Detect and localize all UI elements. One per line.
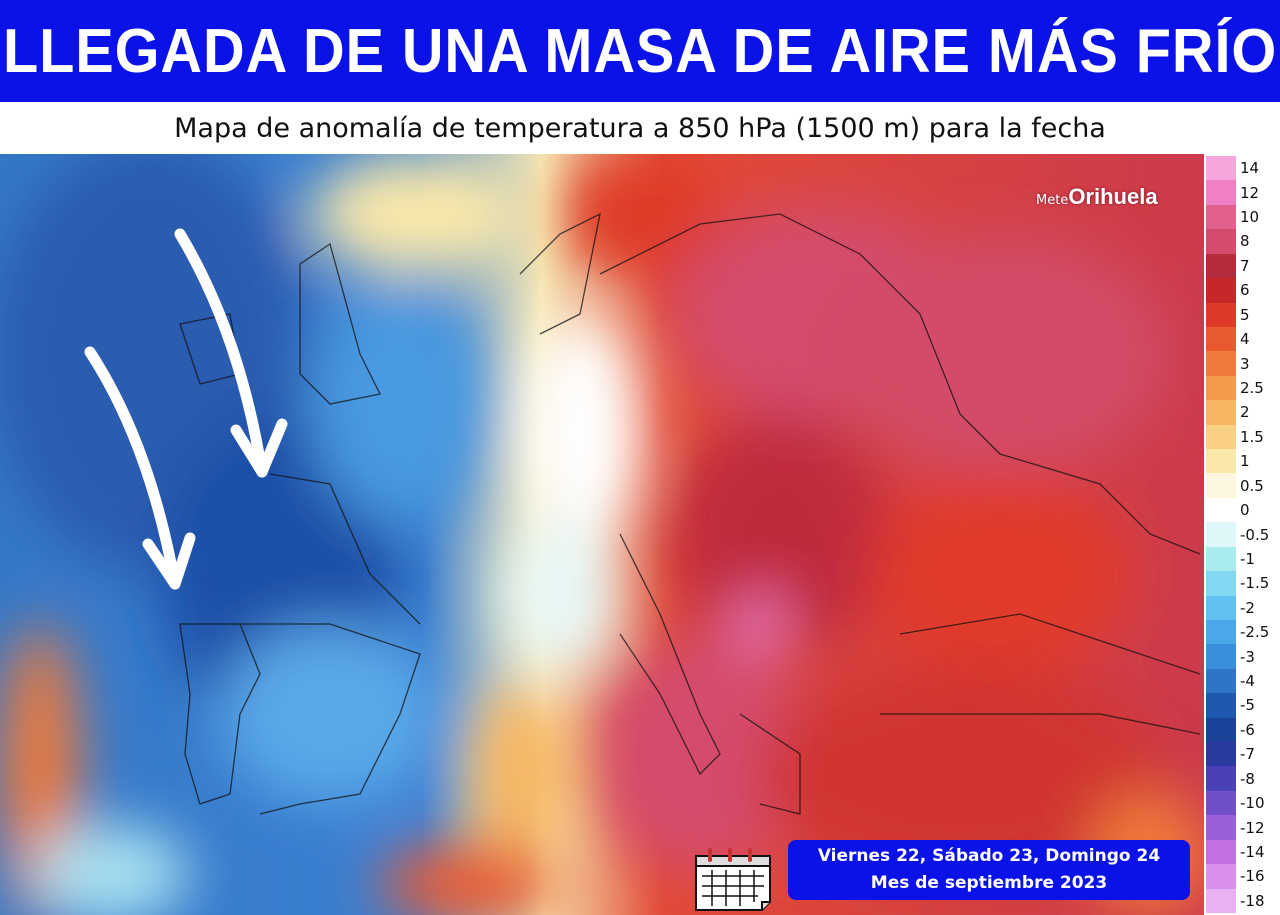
legend-label: -2 xyxy=(1240,598,1255,617)
anomaly-map xyxy=(0,154,1204,915)
legend-label: -5 xyxy=(1240,696,1255,715)
legend-label: 2.5 xyxy=(1240,378,1264,397)
legend-label: 6 xyxy=(1240,281,1250,300)
title: LLEGADA DE UNA MASA DE AIRE MÁS FRÍO xyxy=(2,16,1278,86)
calendar-icon xyxy=(695,848,771,911)
legend-swatch xyxy=(1206,742,1236,767)
subtitle-bar: Mapa de anomalía de temperatura a 850 hP… xyxy=(0,102,1280,154)
legend-swatch xyxy=(1206,400,1236,426)
logo: MeteOrihuela xyxy=(1036,184,1158,210)
legend-label: -6 xyxy=(1240,720,1255,739)
legend-swatch xyxy=(1206,644,1236,670)
legend-swatch xyxy=(1206,546,1236,572)
legend-swatch xyxy=(1206,571,1236,597)
legend-label: -14 xyxy=(1240,842,1265,861)
legend-label: 3 xyxy=(1240,354,1250,373)
legend-swatch xyxy=(1206,229,1236,255)
legend-label: -8 xyxy=(1240,769,1255,788)
legend-label: 7 xyxy=(1240,256,1250,275)
legend-label: -0.5 xyxy=(1240,525,1270,544)
legend-label: -10 xyxy=(1240,794,1265,813)
legend-label: -7 xyxy=(1240,745,1255,764)
legend-swatch xyxy=(1206,204,1236,230)
legend-label: -16 xyxy=(1240,867,1265,886)
legend-swatch xyxy=(1206,619,1236,645)
date-line: Mes de septiembre 2023 xyxy=(870,873,1108,893)
legend-swatch xyxy=(1206,375,1236,401)
legend-label: 4 xyxy=(1240,330,1250,349)
legend-label: -2.5 xyxy=(1240,623,1270,642)
legend-swatch xyxy=(1206,326,1236,352)
legend-label: 10 xyxy=(1240,208,1260,227)
legend-swatch xyxy=(1206,351,1236,377)
legend-label: 0 xyxy=(1240,501,1250,520)
legend-label: 1.5 xyxy=(1240,427,1264,446)
legend-label: 2 xyxy=(1240,403,1250,422)
legend-label: -12 xyxy=(1240,818,1265,837)
legend-swatch xyxy=(1206,424,1236,450)
legend-label: -3 xyxy=(1240,647,1255,666)
logo-prefix: Mete xyxy=(1036,193,1069,208)
legend-swatch xyxy=(1206,839,1236,865)
subtitle: Mapa de anomalía de temperatura a 850 hP… xyxy=(174,112,1106,144)
legend-swatch xyxy=(1206,864,1236,890)
legend-swatch xyxy=(1206,278,1236,303)
legend-label: 14 xyxy=(1240,159,1260,178)
legend-swatch xyxy=(1206,522,1236,548)
coastlines xyxy=(179,212,1201,815)
legend-label: 5 xyxy=(1240,305,1250,324)
legend-label: 0.5 xyxy=(1240,476,1264,495)
legend-label: 12 xyxy=(1240,183,1260,202)
legend-label: 8 xyxy=(1240,232,1250,251)
arrows xyxy=(84,228,288,590)
legend-swatch xyxy=(1206,888,1236,914)
date-line: Viernes 22, Sábado 23, Domingo 24 xyxy=(817,846,1161,866)
legend-label: -18 xyxy=(1240,891,1265,910)
color-legend: 14 12 10 8 7 6 5 4 3 2.5 2 1.5 1 0.5 0 -0.5 -1 -1.5 -2 -2.5… xyxy=(1204,154,1280,915)
legend-swatch xyxy=(1206,815,1236,841)
legend-swatch xyxy=(1206,180,1236,206)
legend-label: 1 xyxy=(1240,452,1250,471)
legend-swatch xyxy=(1206,302,1236,328)
legend-swatch xyxy=(1206,253,1236,279)
legend-swatch xyxy=(1206,790,1236,816)
legend-swatch xyxy=(1206,595,1236,621)
legend-label: -1.5 xyxy=(1240,574,1270,593)
legend-swatch xyxy=(1206,497,1236,523)
legend-swatch xyxy=(1206,473,1236,499)
legend-label: -4 xyxy=(1240,672,1255,691)
date-box: Viernes 22, Sábado 23, Domingo 24 Mes de… xyxy=(788,840,1190,900)
legend-label: -1 xyxy=(1240,549,1255,568)
legend-swatch xyxy=(1206,449,1236,474)
legend-swatch xyxy=(1206,766,1236,792)
legend-swatch xyxy=(1206,717,1236,743)
legend-swatch xyxy=(1206,156,1236,181)
title-bar: LLEGADA DE UNA MASA DE AIRE MÁS FRÍO xyxy=(0,0,1280,102)
legend-swatch xyxy=(1206,668,1236,694)
legend-swatch xyxy=(1206,693,1236,719)
logo-name: Orihuela xyxy=(1068,184,1158,209)
